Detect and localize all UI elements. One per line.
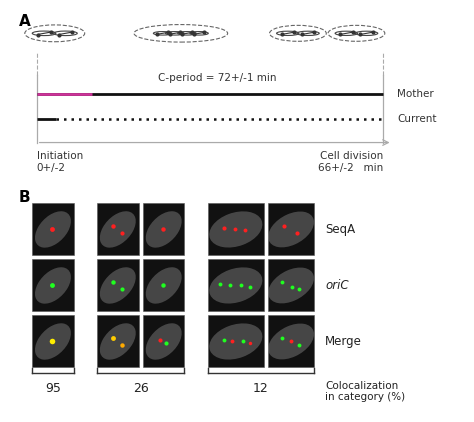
Ellipse shape <box>209 268 262 303</box>
Bar <box>208 260 264 311</box>
Text: 95: 95 <box>45 382 61 395</box>
Text: Merge: Merge <box>325 335 362 348</box>
Bar <box>32 203 73 255</box>
Bar <box>268 316 314 368</box>
Bar <box>97 316 138 368</box>
Text: Current: Current <box>397 114 437 124</box>
Ellipse shape <box>209 211 262 248</box>
Bar <box>268 203 314 255</box>
Bar <box>143 203 184 255</box>
Text: B: B <box>18 190 30 205</box>
Text: oriC: oriC <box>325 279 349 292</box>
Text: Cell division
66+/-2   min: Cell division 66+/-2 min <box>318 151 383 173</box>
Bar <box>268 260 314 311</box>
Ellipse shape <box>146 267 182 304</box>
Bar <box>97 260 138 311</box>
Ellipse shape <box>146 323 182 360</box>
Ellipse shape <box>35 323 71 360</box>
Text: Colocalization
in category (%): Colocalization in category (%) <box>325 381 405 403</box>
Text: Initiation
0+/-2: Initiation 0+/-2 <box>36 151 83 173</box>
Text: 12: 12 <box>253 382 269 395</box>
Ellipse shape <box>100 211 136 248</box>
Ellipse shape <box>35 267 71 304</box>
Text: A: A <box>18 14 30 29</box>
Bar <box>208 316 264 368</box>
Bar <box>208 203 264 255</box>
Text: C-period = 72+/-1 min: C-period = 72+/-1 min <box>158 73 277 83</box>
Bar <box>143 260 184 311</box>
Text: SeqA: SeqA <box>325 223 355 236</box>
Ellipse shape <box>268 211 314 247</box>
Bar <box>97 203 138 255</box>
Bar <box>32 316 73 368</box>
Ellipse shape <box>268 268 314 303</box>
Bar <box>143 316 184 368</box>
Text: Mother: Mother <box>397 89 434 99</box>
Ellipse shape <box>146 211 182 248</box>
Text: 26: 26 <box>133 382 149 395</box>
Ellipse shape <box>100 323 136 360</box>
Ellipse shape <box>209 323 262 360</box>
Ellipse shape <box>100 267 136 304</box>
Bar <box>32 260 73 311</box>
Ellipse shape <box>268 324 314 360</box>
Ellipse shape <box>35 211 71 248</box>
